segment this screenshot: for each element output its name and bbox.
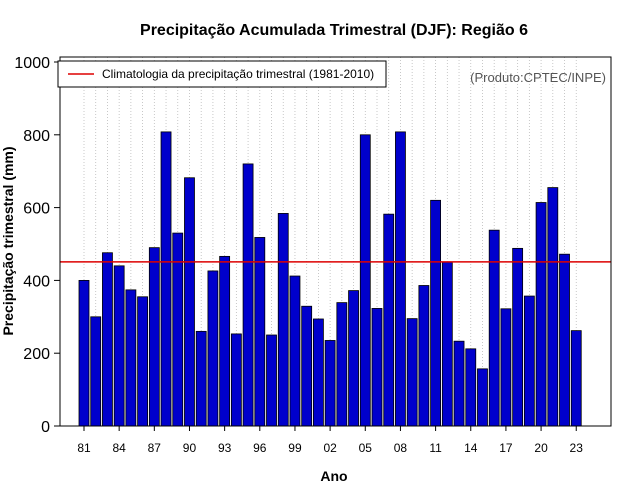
x-tick-label: 23 xyxy=(570,441,584,455)
x-tick-label: 08 xyxy=(394,441,408,455)
x-tick-label: 93 xyxy=(218,441,232,455)
x-tick-label: 99 xyxy=(288,441,302,455)
bar-1991 xyxy=(195,330,207,427)
bar-1994 xyxy=(230,333,242,427)
x-tick-label: 84 xyxy=(112,441,126,455)
bar-2004 xyxy=(348,290,359,427)
legend-box xyxy=(57,60,387,88)
bar-2020 xyxy=(535,202,547,427)
bar-1986 xyxy=(137,296,149,427)
bar-2022 xyxy=(559,253,570,427)
y-axis: 0 200 400 600 800 1000 xyxy=(14,55,60,436)
bar-2023 xyxy=(570,330,582,427)
bar-2000 xyxy=(301,305,313,427)
plot-frame xyxy=(59,56,612,427)
y-tick-label: 1000 xyxy=(14,55,50,72)
x-tick-label: 02 xyxy=(323,441,337,455)
bar-2012 xyxy=(441,261,453,427)
bar-2021 xyxy=(547,187,559,427)
bar-2013 xyxy=(453,340,465,427)
bar-1995 xyxy=(242,163,254,427)
legend-label: Climatologia da precipitação trimestral … xyxy=(102,67,374,81)
y-tick-label: 400 xyxy=(23,273,50,290)
bar-1990 xyxy=(184,177,195,427)
bar-2007 xyxy=(383,213,395,427)
bars-group xyxy=(78,131,582,427)
bar-2003 xyxy=(336,302,348,427)
product-note: (Produto:CPTEC/INPE) xyxy=(470,70,606,85)
x-tick-label: 20 xyxy=(534,441,548,455)
bar-2001 xyxy=(312,318,324,427)
bar-1998 xyxy=(277,213,289,427)
bar-2011 xyxy=(430,199,442,427)
x-tick-label: 81 xyxy=(77,441,91,455)
bar-2017 xyxy=(500,308,512,427)
bar-1988 xyxy=(160,131,172,427)
bar-2005 xyxy=(359,134,371,427)
bar-2002 xyxy=(324,340,336,427)
x-axis: 81 84 87 90 93 96 99 02 05 08 11 14 17 20 23 xyxy=(77,426,583,455)
x-tick-label: 14 xyxy=(464,441,478,455)
bar-1997 xyxy=(266,334,277,427)
bar-1996 xyxy=(254,237,266,427)
bar-1999 xyxy=(289,275,301,427)
x-axis-title: Ano xyxy=(320,468,347,484)
bar-1987 xyxy=(148,247,160,427)
bar-1984 xyxy=(113,265,125,427)
bar-1981 xyxy=(78,279,90,427)
bar-1982 xyxy=(90,316,102,427)
bar-2006 xyxy=(371,308,383,427)
x-tick-label: 11 xyxy=(429,441,442,455)
x-tick-label: 90 xyxy=(183,441,197,455)
y-axis-title: Precipitação trimestral (mm) xyxy=(0,146,16,335)
legend: Climatologia da precipitação trimestral … xyxy=(57,60,387,88)
bar-2010 xyxy=(418,285,430,427)
bar-2016 xyxy=(488,229,500,427)
bar-1985 xyxy=(125,289,137,427)
bar-2018 xyxy=(512,247,524,427)
bar-2009 xyxy=(406,318,418,427)
bar-1993 xyxy=(219,255,231,427)
bar-2019 xyxy=(523,295,535,427)
y-tick-label: 200 xyxy=(23,346,50,363)
bar-2015 xyxy=(477,368,488,427)
x-tick-label: 87 xyxy=(148,441,162,455)
bar-1983 xyxy=(102,252,113,427)
y-tick-label: 600 xyxy=(23,201,50,218)
x-tick-label: 96 xyxy=(253,441,267,455)
bar-2008 xyxy=(395,131,406,427)
x-tick-label: 17 xyxy=(499,441,513,455)
y-tick-label: 0 xyxy=(41,419,50,436)
chart-title: Precipitação Acumulada Trimestral (DJF):… xyxy=(140,22,528,39)
bar-1992 xyxy=(207,270,219,427)
x-tick-label: 05 xyxy=(359,441,373,455)
bar-2014 xyxy=(465,348,477,427)
y-tick-label: 800 xyxy=(23,128,50,145)
